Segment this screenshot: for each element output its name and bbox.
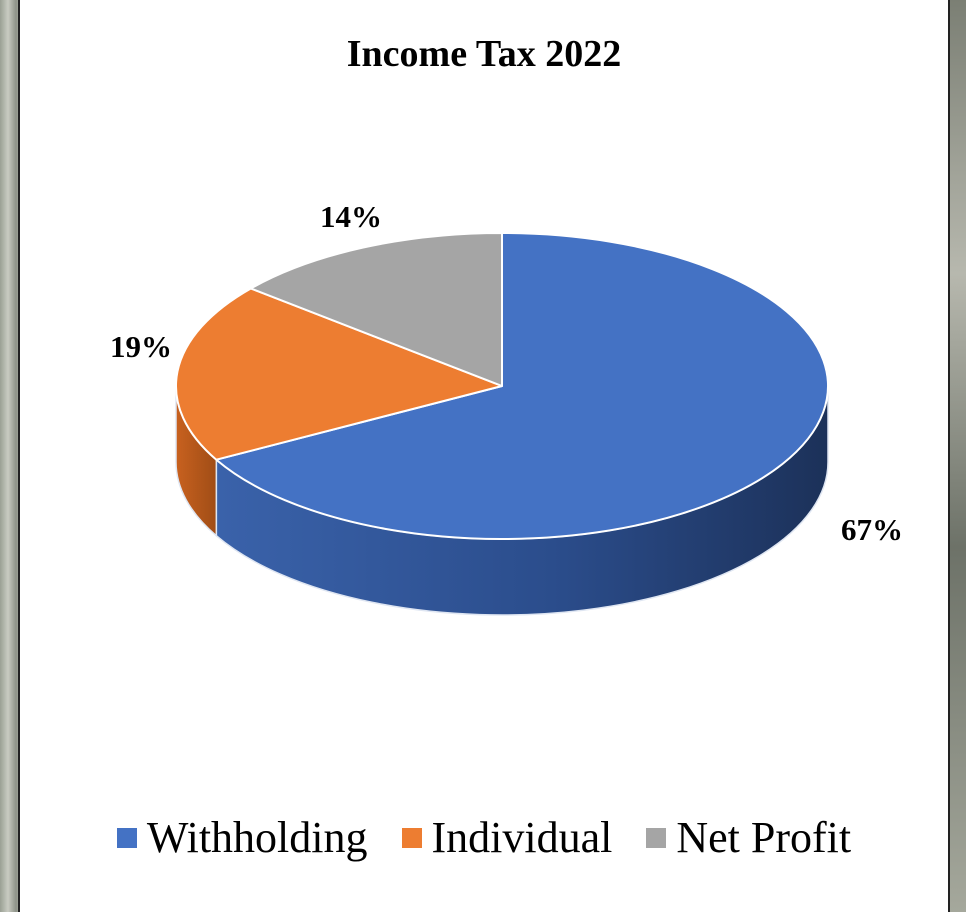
pie-slice-individual [175,287,503,461]
legend-item-withholding: Withholding [116,812,368,863]
chart-legend: Withholding Individual Net Profit [20,812,948,863]
pie-slice-withholding [215,232,829,540]
chart-title: Income Tax 2022 [346,33,622,75]
legend-label: Withholding [146,813,368,862]
legend-swatch [116,827,137,848]
legend-label: Individual [431,813,613,862]
legend-item-individual: Individual [401,812,613,863]
data-label-individual: 19% [110,329,172,364]
data-label-net-profit: 14% [320,199,382,234]
pie-slice-net-profit [249,232,503,387]
legend-swatch [401,827,422,848]
background-right-strip [950,0,966,912]
data-label-withholding: 67% [841,512,903,547]
legend-item-net-profit: Net Profit [646,812,851,863]
legend-label: Net Profit [676,813,852,862]
legend-swatch [646,827,667,848]
pie-chart: 67% 19% 14% [110,199,903,616]
chart-panel: Income Tax 2022 67% 19% 14% Withholding Ind… [18,0,950,912]
